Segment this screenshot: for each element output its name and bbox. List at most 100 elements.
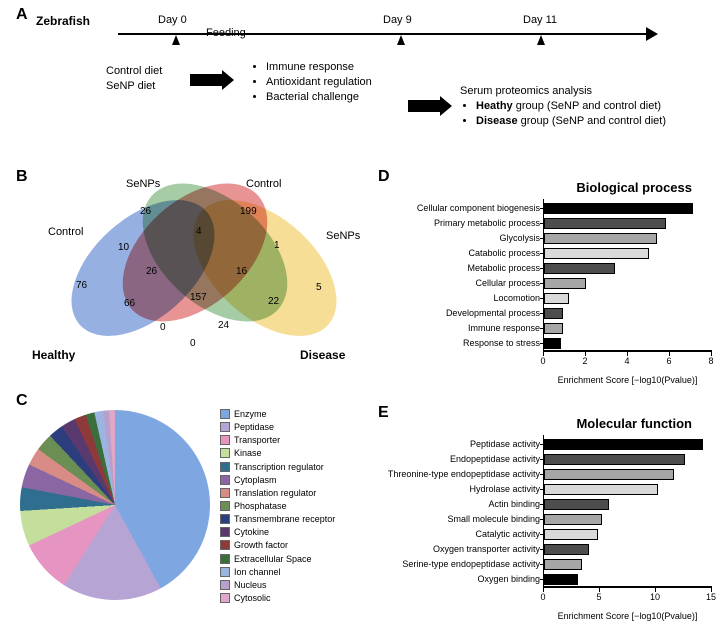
bar-fill: [544, 559, 582, 570]
venn-count: 4: [196, 226, 202, 237]
axis-tick-label: 0: [540, 356, 545, 366]
legend-item: Cytosolic: [220, 592, 335, 604]
legend-item: Growth factor: [220, 539, 335, 551]
venn-count: 16: [236, 266, 247, 277]
axis-tick-label: 4: [624, 356, 629, 366]
axis-tick-label: 2: [582, 356, 587, 366]
bar-row: Developmental process: [379, 306, 712, 320]
axis-tick-label: 10: [650, 592, 660, 602]
chart-e-axis: 051015: [543, 587, 712, 611]
venn-count: 22: [268, 296, 279, 307]
legend-label: Enzyme: [234, 408, 267, 420]
legend-swatch: [220, 514, 230, 524]
chart-e-title: Molecular function: [378, 416, 692, 431]
legend-swatch: [220, 488, 230, 498]
venn-count: 1: [274, 240, 280, 251]
bar-fill: [544, 514, 602, 525]
mid-item: Immune response: [266, 60, 372, 75]
organism-label: Zebrafish: [36, 14, 90, 28]
chart-d-title: Biological process: [378, 180, 692, 195]
bar-row: Cellular process: [379, 276, 712, 290]
bar-row: Immune response: [379, 321, 712, 335]
panel-a-timeline: Zebrafish Day 0Day 9Day 11 Feeding Contr…: [30, 8, 700, 148]
bar-row: Serine-type endopeptidase activity: [379, 557, 712, 571]
legend-label: Growth factor: [234, 539, 288, 551]
legend-label: Cytokine: [234, 526, 269, 538]
venn-count: 199: [240, 206, 257, 217]
chart-e-axis-title: Enrichment Score [−log10(Pvalue)]: [543, 611, 712, 621]
serum-item: Heathy group (SeNP and control diet): [476, 99, 666, 114]
legend-label: Kinase: [234, 447, 262, 459]
bar-category-label: Threonine-type endopeptidase activity: [379, 469, 544, 479]
legend-label: Translation regulator: [234, 487, 316, 499]
serum-item: Disease group (SeNP and control diet): [476, 114, 666, 129]
venn-count: 76: [76, 280, 87, 291]
legend-item: Translation regulator: [220, 487, 335, 499]
timeline-tick: [172, 35, 180, 45]
bar-row: Threonine-type endopeptidase activity: [379, 467, 712, 481]
pie-legend: EnzymePeptidaseTransporterKinaseTranscri…: [220, 408, 335, 605]
bar-fill: [544, 308, 563, 319]
bar-fill: [544, 338, 561, 349]
legend-swatch: [220, 422, 230, 432]
bar-category-label: Glycolysis: [379, 233, 544, 243]
legend-label: Ion channel: [234, 566, 281, 578]
bar-category-label: Oxygen transporter activity: [379, 544, 544, 554]
axis-tick-label: 15: [706, 592, 716, 602]
bar-row: Response to stress: [379, 336, 712, 350]
legend-item: Extracellular Space: [220, 553, 335, 565]
bar-fill: [544, 484, 658, 495]
chart-d-axis: 02468: [543, 351, 712, 375]
legend-item: Nucleus: [220, 579, 335, 591]
bar-category-label: Response to stress: [379, 338, 544, 348]
venn-count: 10: [118, 242, 129, 253]
axis-tick-label: 0: [540, 592, 545, 602]
legend-swatch: [220, 580, 230, 590]
legend-swatch: [220, 567, 230, 577]
venn-set-label: Control: [48, 226, 83, 238]
bar-row: Peptidase activity: [379, 437, 712, 451]
axis-tick-label: 6: [666, 356, 671, 366]
diet-list: Control diet SeNP diet: [106, 64, 162, 94]
legend-item: Cytokine: [220, 526, 335, 538]
bar-category-label: Metabolic process: [379, 263, 544, 273]
bar-fill: [544, 439, 703, 450]
bar-category-label: Actin binding: [379, 499, 544, 509]
bar-category-label: Cellular process: [379, 278, 544, 288]
bar-row: Catalytic activity: [379, 527, 712, 541]
bar-row: Actin binding: [379, 497, 712, 511]
bar-row: Cellular component biogenesis: [379, 201, 712, 215]
legend-item: Transcription regulator: [220, 461, 335, 473]
bar-category-label: Primary metabolic process: [379, 218, 544, 228]
panel-c-pie: EnzymePeptidaseTransporterKinaseTranscri…: [10, 400, 370, 630]
bar-fill: [544, 323, 563, 334]
bar-fill: [544, 544, 589, 555]
timeline-day-label: Day 11: [523, 14, 557, 26]
legend-swatch: [220, 501, 230, 511]
legend-label: Phosphatase: [234, 500, 287, 512]
legend-label: Transmembrane receptor: [234, 513, 335, 525]
mid-item: Bacterial challenge: [266, 90, 372, 105]
panel-e-barchart: Molecular function Peptidase activity End…: [378, 416, 712, 621]
diet-senp: SeNP diet: [106, 79, 162, 94]
bar-category-label: Endopeptidase activity: [379, 454, 544, 464]
legend-swatch: [220, 554, 230, 564]
timeline-arrowhead: [646, 27, 658, 41]
flow-arrow-1: [190, 74, 224, 86]
venn-count: 5: [316, 282, 322, 293]
timeline-tick: [397, 35, 405, 45]
legend-label: Cytoplasm: [234, 474, 277, 486]
venn-count: 26: [140, 206, 151, 217]
bar-fill: [544, 203, 693, 214]
bar-row: Glycolysis: [379, 231, 712, 245]
bar-fill: [544, 218, 666, 229]
bar-category-label: Locomotion: [379, 293, 544, 303]
mid-item: Antioxidant regulation: [266, 75, 372, 90]
bar-category-label: Catabolic process: [379, 248, 544, 258]
venn-group-disease: Disease: [300, 348, 345, 362]
venn-set-label: SeNPs: [126, 178, 160, 190]
bar-row: Endopeptidase activity: [379, 452, 712, 466]
venn-count: 0: [160, 322, 166, 333]
venn-count: 66: [124, 298, 135, 309]
serum-item-list: Heathy group (SeNP and control diet)Dise…: [476, 99, 666, 129]
